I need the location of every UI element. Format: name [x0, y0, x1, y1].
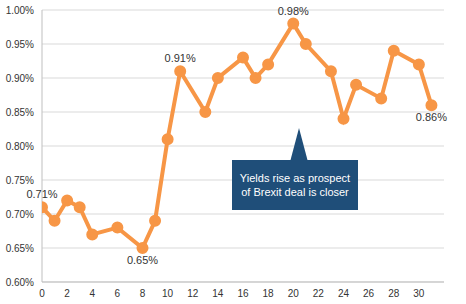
- svg-text:0.90%: 0.90%: [8, 73, 34, 84]
- svg-text:28: 28: [388, 288, 400, 299]
- svg-text:6: 6: [115, 288, 121, 299]
- svg-text:30: 30: [413, 288, 425, 299]
- svg-text:22: 22: [313, 288, 325, 299]
- svg-text:0.71%: 0.71%: [26, 188, 57, 200]
- svg-text:0.65%: 0.65%: [127, 254, 158, 266]
- svg-text:18: 18: [263, 288, 275, 299]
- html-text:Yields rise as prospect of Bre: Yields rise as prospect of Brexit deal i…: [239, 172, 351, 198]
- svg-text:0.86%: 0.86%: [416, 111, 447, 123]
- svg-text:24: 24: [338, 288, 350, 299]
- svg-text:2: 2: [64, 288, 70, 299]
- svg-text:14: 14: [212, 288, 224, 299]
- svg-text:20: 20: [288, 288, 300, 299]
- svg-text:0.60%: 0.60%: [8, 277, 34, 288]
- svg-text:0.75%: 0.75%: [8, 175, 34, 186]
- svg-text:0.91%: 0.91%: [165, 52, 196, 64]
- svg-text:26: 26: [363, 288, 375, 299]
- svg-text:0.70%: 0.70%: [8, 209, 34, 220]
- svg-text:0.65%: 0.65%: [8, 243, 34, 254]
- svg-text:0.98%: 0.98%: [278, 5, 309, 17]
- svg-text:4: 4: [89, 288, 95, 299]
- svg-text:1.00%: 1.00%: [8, 5, 34, 16]
- svg-text:0.95%: 0.95%: [8, 39, 34, 50]
- svg-text:0.85%: 0.85%: [8, 107, 34, 118]
- svg-text:0.80%: 0.80%: [8, 141, 34, 152]
- svg-text:10: 10: [162, 288, 174, 299]
- svg-text:0: 0: [39, 288, 45, 299]
- svg-text:16: 16: [237, 288, 249, 299]
- svg-text:8: 8: [140, 288, 146, 299]
- svg-text:12: 12: [187, 288, 199, 299]
